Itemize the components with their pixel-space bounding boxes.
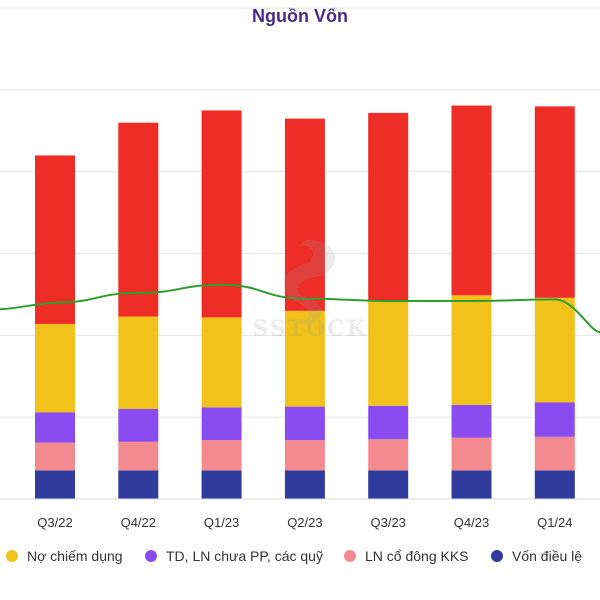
legend-swatch <box>6 550 18 562</box>
bar-segment-2-0 <box>35 412 75 443</box>
bar-segment-4-4 <box>368 112 409 302</box>
bar-segment-1-6 <box>534 436 575 471</box>
bar-segment-3-3 <box>284 310 325 407</box>
bar-segment-0-0 <box>35 470 75 499</box>
bar-segment-2-1 <box>118 409 159 442</box>
bar-segment-1-4 <box>368 439 409 471</box>
bar-segment-3-6 <box>534 297 575 403</box>
bar-segment-4-6 <box>534 106 575 298</box>
bar-segment-0-2 <box>201 470 242 499</box>
bar-segment-4-3 <box>284 118 325 311</box>
bar-segment-1-1 <box>118 441 159 471</box>
x-axis-ticks: Q3/22 Q4/22 Q1/23 Q2/23 Q3/23 Q4/23 Q1/24 <box>37 515 572 530</box>
bar-segment-1-3 <box>284 440 325 471</box>
bar-segment-3-5 <box>451 295 492 405</box>
bar-segment-4-1 <box>118 122 159 317</box>
x-tick-label: Q2/23 <box>287 515 322 530</box>
legend-item[interactable]: TD, LN chưa PP, các quỹ <box>145 548 323 564</box>
bar-segment-3-0 <box>35 323 75 413</box>
bar-stacks <box>35 105 575 499</box>
x-tick-label: Q3/23 <box>370 515 405 530</box>
legend-item[interactable]: Vốn điều lệ <box>491 548 582 564</box>
bar-segment-1-2 <box>201 440 242 471</box>
bar-segment-3-4 <box>368 301 409 406</box>
bar-segment-3-2 <box>201 317 242 408</box>
legend-item[interactable]: LN cổ đông KKS <box>344 548 469 564</box>
legend-label: Nợ chiếm dụng <box>27 548 123 564</box>
legend: Nợ chiếm dụng TD, LN chưa PP, các quỹ LN c… <box>0 548 600 572</box>
legend-swatch <box>491 550 503 562</box>
bar-segment-0-5 <box>451 470 492 499</box>
bar-segment-4-2 <box>201 110 242 318</box>
legend-label: LN cổ đông KKS <box>365 548 469 564</box>
x-tick-label: Q3/22 <box>37 515 72 530</box>
bar-segment-2-6 <box>534 402 575 437</box>
line-series <box>0 283 600 334</box>
bar-segment-2-5 <box>451 404 492 438</box>
bar-segment-4-5 <box>451 105 492 296</box>
chart-title: Nguồn Vốn <box>252 6 348 26</box>
bar-segment-2-2 <box>201 407 242 441</box>
bar-segment-0-1 <box>118 470 159 499</box>
bar-segment-0-6 <box>534 470 575 499</box>
bar-segment-1-0 <box>35 442 75 471</box>
legend-item[interactable]: Nợ chiếm dụng <box>6 548 123 564</box>
legend-label: Vốn điều lệ <box>512 548 583 564</box>
bar-segment-2-4 <box>368 405 409 440</box>
legend-swatch <box>145 550 157 562</box>
bar-segment-1-5 <box>451 437 492 471</box>
legend-label: TD, LN chưa PP, các quỹ <box>166 548 323 564</box>
legend-swatch <box>344 550 356 562</box>
bar-segment-4-0 <box>35 155 75 324</box>
bar-segment-0-3 <box>284 470 325 499</box>
x-tick-label: Q1/23 <box>204 515 239 530</box>
x-tick-label: Q1/24 <box>537 515 572 530</box>
bar-segment-2-3 <box>284 406 325 441</box>
bar-segment-0-4 <box>368 470 409 499</box>
x-tick-label: Q4/23 <box>454 515 489 530</box>
x-tick-label: Q4/22 <box>121 515 156 530</box>
line-series-path <box>0 283 600 334</box>
bar-segment-3-1 <box>118 316 159 410</box>
